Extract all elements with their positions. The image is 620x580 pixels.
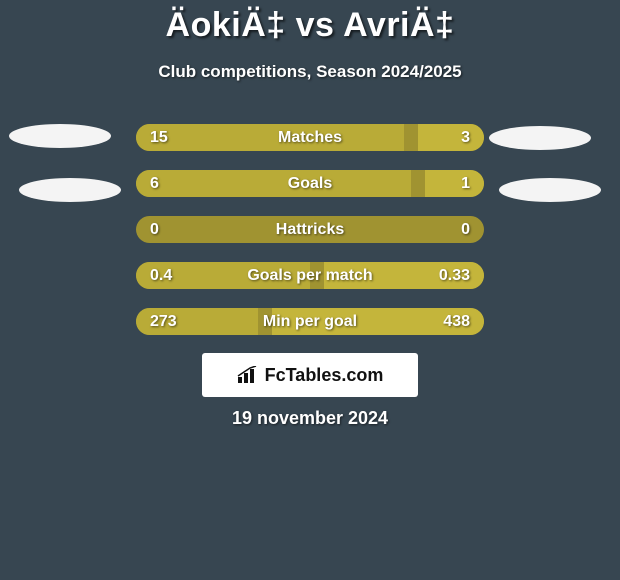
decor-ellipse bbox=[499, 178, 601, 202]
bar-segment-left bbox=[136, 170, 411, 197]
bar-segment-right bbox=[272, 308, 484, 335]
brand-text: FcTables.com bbox=[265, 365, 384, 386]
decor-ellipse bbox=[19, 178, 121, 202]
bars-icon bbox=[237, 366, 259, 384]
bar-segment-left bbox=[136, 124, 404, 151]
bar-row: Matches153 bbox=[136, 124, 484, 151]
comparison-bars: Matches153 Goals61 Hattricks 0 0 Goals per ma… bbox=[136, 124, 484, 335]
page-title: ÄokiÄ‡ vs AvriÄ‡ bbox=[0, 6, 620, 45]
bar-row: Hattricks 0 0 bbox=[136, 216, 484, 243]
bar-row: Min per goal273438 bbox=[136, 308, 484, 335]
bar-segment-left bbox=[136, 262, 310, 289]
bar-row: Goals per match0.40.33 bbox=[136, 262, 484, 289]
bar-row: Goals61 bbox=[136, 170, 484, 197]
brand-box: FcTables.com bbox=[202, 353, 418, 397]
bar-value-right: 0 bbox=[461, 221, 470, 239]
bar-segment-left bbox=[136, 308, 258, 335]
bar-label: Hattricks bbox=[276, 221, 344, 239]
comparison-infographic: ÄokiÄ‡ vs AvriÄ‡ Club competitions, Seas… bbox=[0, 0, 620, 580]
decor-ellipse bbox=[489, 126, 591, 150]
date: 19 november 2024 bbox=[232, 408, 388, 429]
bar-segment-right bbox=[425, 170, 484, 197]
bar-value-left: 0 bbox=[150, 221, 159, 239]
bar-segment-right bbox=[418, 124, 484, 151]
bar-segment-right bbox=[324, 262, 484, 289]
decor-ellipse bbox=[9, 124, 111, 148]
subtitle: Club competitions, Season 2024/2025 bbox=[0, 62, 620, 82]
